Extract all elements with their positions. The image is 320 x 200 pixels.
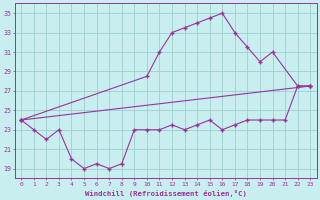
X-axis label: Windchill (Refroidissement éolien,°C): Windchill (Refroidissement éolien,°C) — [85, 190, 247, 197]
